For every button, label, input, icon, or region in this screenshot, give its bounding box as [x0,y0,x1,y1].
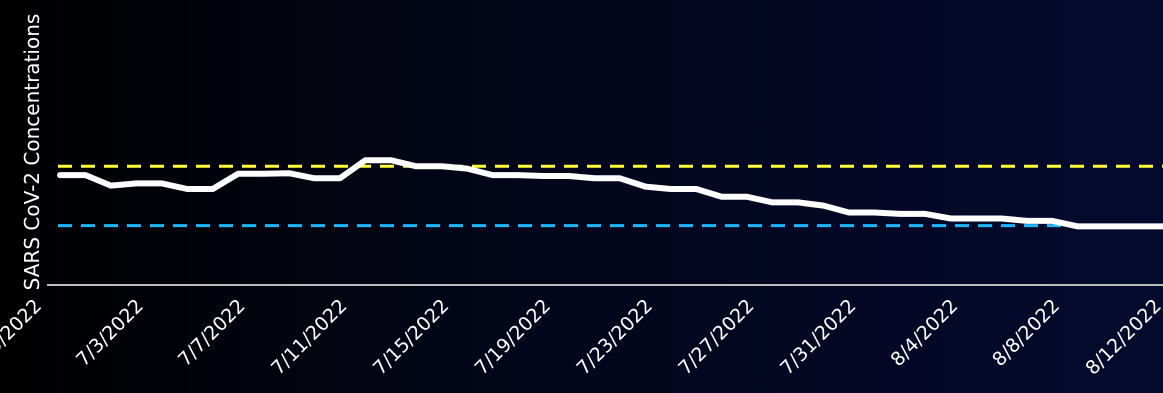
x-tick-label: 7/31/2022 [776,295,860,379]
data-point [184,186,190,192]
data-point [973,216,979,221]
x-tick-label: 7/7/2022 [174,295,250,371]
data-point [362,157,368,163]
y-axis-label: SARS CoV-2 Concentrations [20,14,44,291]
data-point [668,186,674,192]
data-point [795,199,801,205]
data-point [235,171,241,177]
data-point [1151,223,1157,229]
x-tick-label: 7/3/2022 [72,295,148,371]
data-point [693,186,699,192]
data-point [388,157,394,163]
data-point [159,180,165,186]
data-point [337,175,343,181]
data-point [133,180,139,186]
data-point [210,186,216,192]
data-point [108,183,114,189]
data-points [57,157,1157,229]
data-point [312,175,317,181]
data-point [821,203,826,209]
data-point [1075,223,1081,229]
x-tick-label: 7/27/2022 [674,295,758,379]
x-tick-labels: 6/29/2022 7/3/2022 7/7/2022 7/11/2022 7/15/2… [0,295,1163,379]
data-point [1050,218,1055,224]
data-point [515,172,521,178]
x-tick-label: 6/29/2022 [0,295,46,379]
data-point [566,173,572,179]
data-point [57,172,63,178]
data-point [642,184,648,190]
data-point [1126,223,1132,229]
data-point [83,172,88,178]
data-point [948,216,954,221]
data-point [286,170,292,176]
data-point [413,163,419,169]
data-point [591,175,597,181]
data-point [490,172,496,178]
series-line [57,157,1163,230]
data-point [439,163,445,169]
x-tick-label: 7/11/2022 [267,295,351,379]
data-point [999,216,1005,221]
data-point [541,173,546,179]
x-tick-label: 7/19/2022 [471,295,555,379]
x-tick-label: 7/15/2022 [369,295,453,379]
data-point [719,194,725,200]
data-point [1024,218,1030,224]
data-point [922,211,928,217]
data-point [770,199,776,205]
x-tick-label: 8/4/2022 [886,295,962,371]
data-point [744,194,750,200]
x-tick-label: 8/12/2022 [1081,295,1163,379]
data-point [846,210,852,215]
data-point [871,210,877,215]
data-point [464,166,470,172]
data-point [261,171,267,177]
reference-lines [58,164,1163,228]
data-point [1101,223,1106,229]
data-point [897,211,903,217]
x-tick-label: 8/8/2022 [988,295,1064,371]
x-tick-label: 7/23/2022 [572,295,656,379]
data-point [617,175,623,181]
